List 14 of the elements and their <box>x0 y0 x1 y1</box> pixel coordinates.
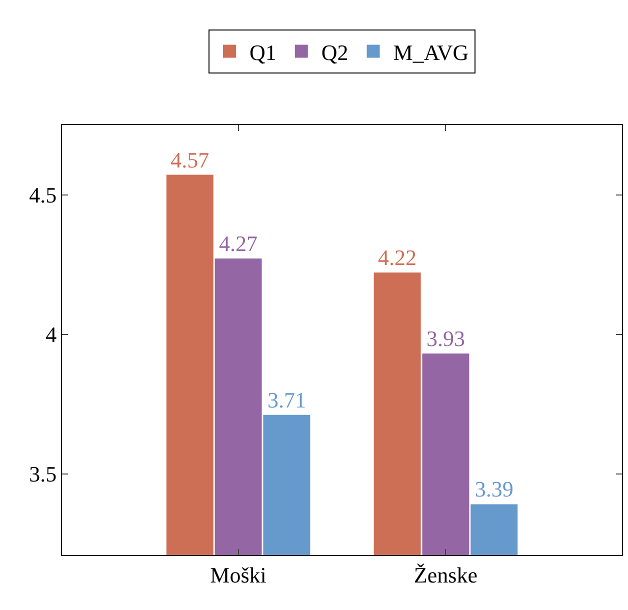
data-label: 3.39 <box>474 476 514 502</box>
x-tick-label: Ženske <box>414 562 478 588</box>
legend-label: Q1 <box>250 40 276 65</box>
data-label: 3.71 <box>267 387 306 412</box>
y-tick-label: 4.5 <box>29 182 57 208</box>
legend-label: Q2 <box>321 40 348 65</box>
x-tick-label: Moški <box>210 562 266 588</box>
y-tick-label: 4 <box>46 322 57 348</box>
data-label: 3.93 <box>426 326 465 351</box>
legend-label: M_AVG <box>393 40 469 65</box>
data-label: 4.27 <box>219 231 258 256</box>
data-label: 4.57 <box>170 147 210 172</box>
y-tick-label: 3.5 <box>29 462 57 487</box>
data-label: 4.22 <box>378 244 417 270</box>
